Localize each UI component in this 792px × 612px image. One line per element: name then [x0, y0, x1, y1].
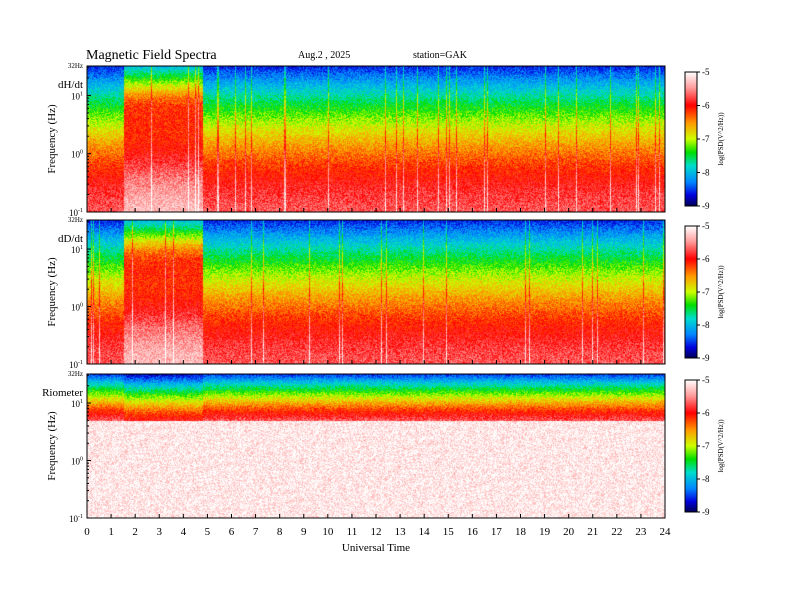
- colorbar-tick-label: -8: [702, 168, 710, 178]
- x-axis-label: Universal Time: [342, 542, 410, 554]
- colorbar-label: log(PSD(V^2/Hz)): [717, 265, 725, 319]
- figure-title: Magnetic Field Spectra: [86, 48, 217, 63]
- figure-date: Aug.2 , 2025: [298, 50, 350, 61]
- x-tick-label: 15: [443, 526, 455, 538]
- colorbar-tick-label: -7: [702, 441, 710, 451]
- x-tick-label: 13: [395, 526, 407, 538]
- colorbar-tick-label: -9: [702, 507, 710, 517]
- x-tick-label: 2: [132, 526, 138, 538]
- colorbar-label: log(PSD(V^2/Hz)): [717, 419, 725, 473]
- colorbar-tick-label: -6: [702, 101, 710, 111]
- y-tick-label: 100: [71, 303, 83, 313]
- y-tick-label: 32Hz: [68, 216, 83, 224]
- x-tick-label: 20: [563, 526, 575, 538]
- colorbar-tick-label: -5: [702, 375, 710, 385]
- colorbar-tick-label: -6: [702, 408, 710, 418]
- y-tick-exponent: -1: [78, 208, 83, 214]
- colorbar-tick-label: -5: [702, 221, 710, 231]
- y-axis-label: Frequency (Hz): [46, 104, 58, 174]
- colorbar-tick-label: -5: [702, 67, 710, 77]
- y-tick-exponent: 1: [80, 245, 83, 251]
- x-tick-label: 23: [635, 526, 647, 538]
- x-tick-label: 17: [491, 526, 503, 538]
- colorbar: [684, 225, 698, 359]
- y-tick-exponent: -1: [78, 514, 83, 520]
- x-tick-label: 22: [611, 526, 622, 538]
- x-tick-label: 21: [587, 526, 598, 538]
- x-tick-label: 1: [108, 526, 114, 538]
- y-tick-exponent: 0: [80, 150, 83, 156]
- x-tick-label: 4: [181, 526, 187, 538]
- colorbar-tick-label: -8: [702, 474, 710, 484]
- spectrogram-image: [87, 220, 665, 364]
- y-tick-label: 101: [71, 91, 83, 101]
- figure-station: station=GAK: [413, 50, 468, 61]
- y-tick-label: 101: [71, 245, 83, 255]
- colorbar-label: log(PSD(V^2/Hz)): [717, 112, 725, 166]
- colorbar-tick-label: -6: [702, 254, 710, 264]
- y-tick-label: 10-1: [69, 360, 83, 370]
- colorbar-tick-label: -8: [702, 320, 710, 330]
- colorbar-tick-label: -7: [702, 287, 710, 297]
- y-axis-label: Frequency (Hz): [46, 411, 58, 481]
- colorbar: [684, 71, 698, 207]
- panel-label: Riometer: [42, 387, 83, 399]
- y-tick-label: 10-1: [69, 514, 83, 524]
- y-tick-exponent: -1: [78, 360, 83, 366]
- x-tick-label: 10: [322, 526, 334, 538]
- colorbar-tick-label: -7: [702, 134, 710, 144]
- x-tick-label: 7: [253, 526, 259, 538]
- x-tick-label: 5: [205, 526, 211, 538]
- y-tick-exponent: 0: [80, 303, 83, 309]
- y-tick-exponent: 1: [80, 399, 83, 405]
- x-tick-label: 11: [347, 526, 358, 538]
- x-tick-label: 3: [157, 526, 163, 538]
- panel-label: dD/dt: [58, 233, 83, 245]
- x-tick-label: 12: [371, 526, 382, 538]
- x-tick-label: 6: [229, 526, 235, 538]
- colorbar: [684, 379, 698, 513]
- x-tick-label: 14: [419, 526, 431, 538]
- y-tick-label: 32Hz: [68, 62, 83, 70]
- x-tick-label: 16: [467, 526, 479, 538]
- y-tick-label: 32Hz: [68, 370, 83, 378]
- y-tick-label: 100: [71, 457, 83, 467]
- y-tick-label: 101: [71, 399, 83, 409]
- x-tick-label: 0: [84, 526, 90, 538]
- y-tick-label: 100: [71, 150, 83, 160]
- y-tick-label: 10-1: [69, 208, 83, 218]
- colorbar-tick-label: -9: [702, 201, 710, 211]
- y-axis-label: Frequency (Hz): [46, 257, 58, 327]
- x-tick-label: 9: [301, 526, 307, 538]
- x-tick-label: 19: [539, 526, 551, 538]
- x-tick-label: 8: [277, 526, 283, 538]
- panel-label: dH/dt: [58, 79, 83, 91]
- y-tick-exponent: 1: [80, 91, 83, 97]
- colorbar-tick-label: -9: [702, 353, 710, 363]
- y-tick-exponent: 0: [80, 457, 83, 463]
- spectrogram-image: [87, 66, 665, 212]
- x-tick-label: 24: [660, 526, 672, 538]
- spectrogram-image: [87, 374, 665, 518]
- x-tick-label: 18: [515, 526, 527, 538]
